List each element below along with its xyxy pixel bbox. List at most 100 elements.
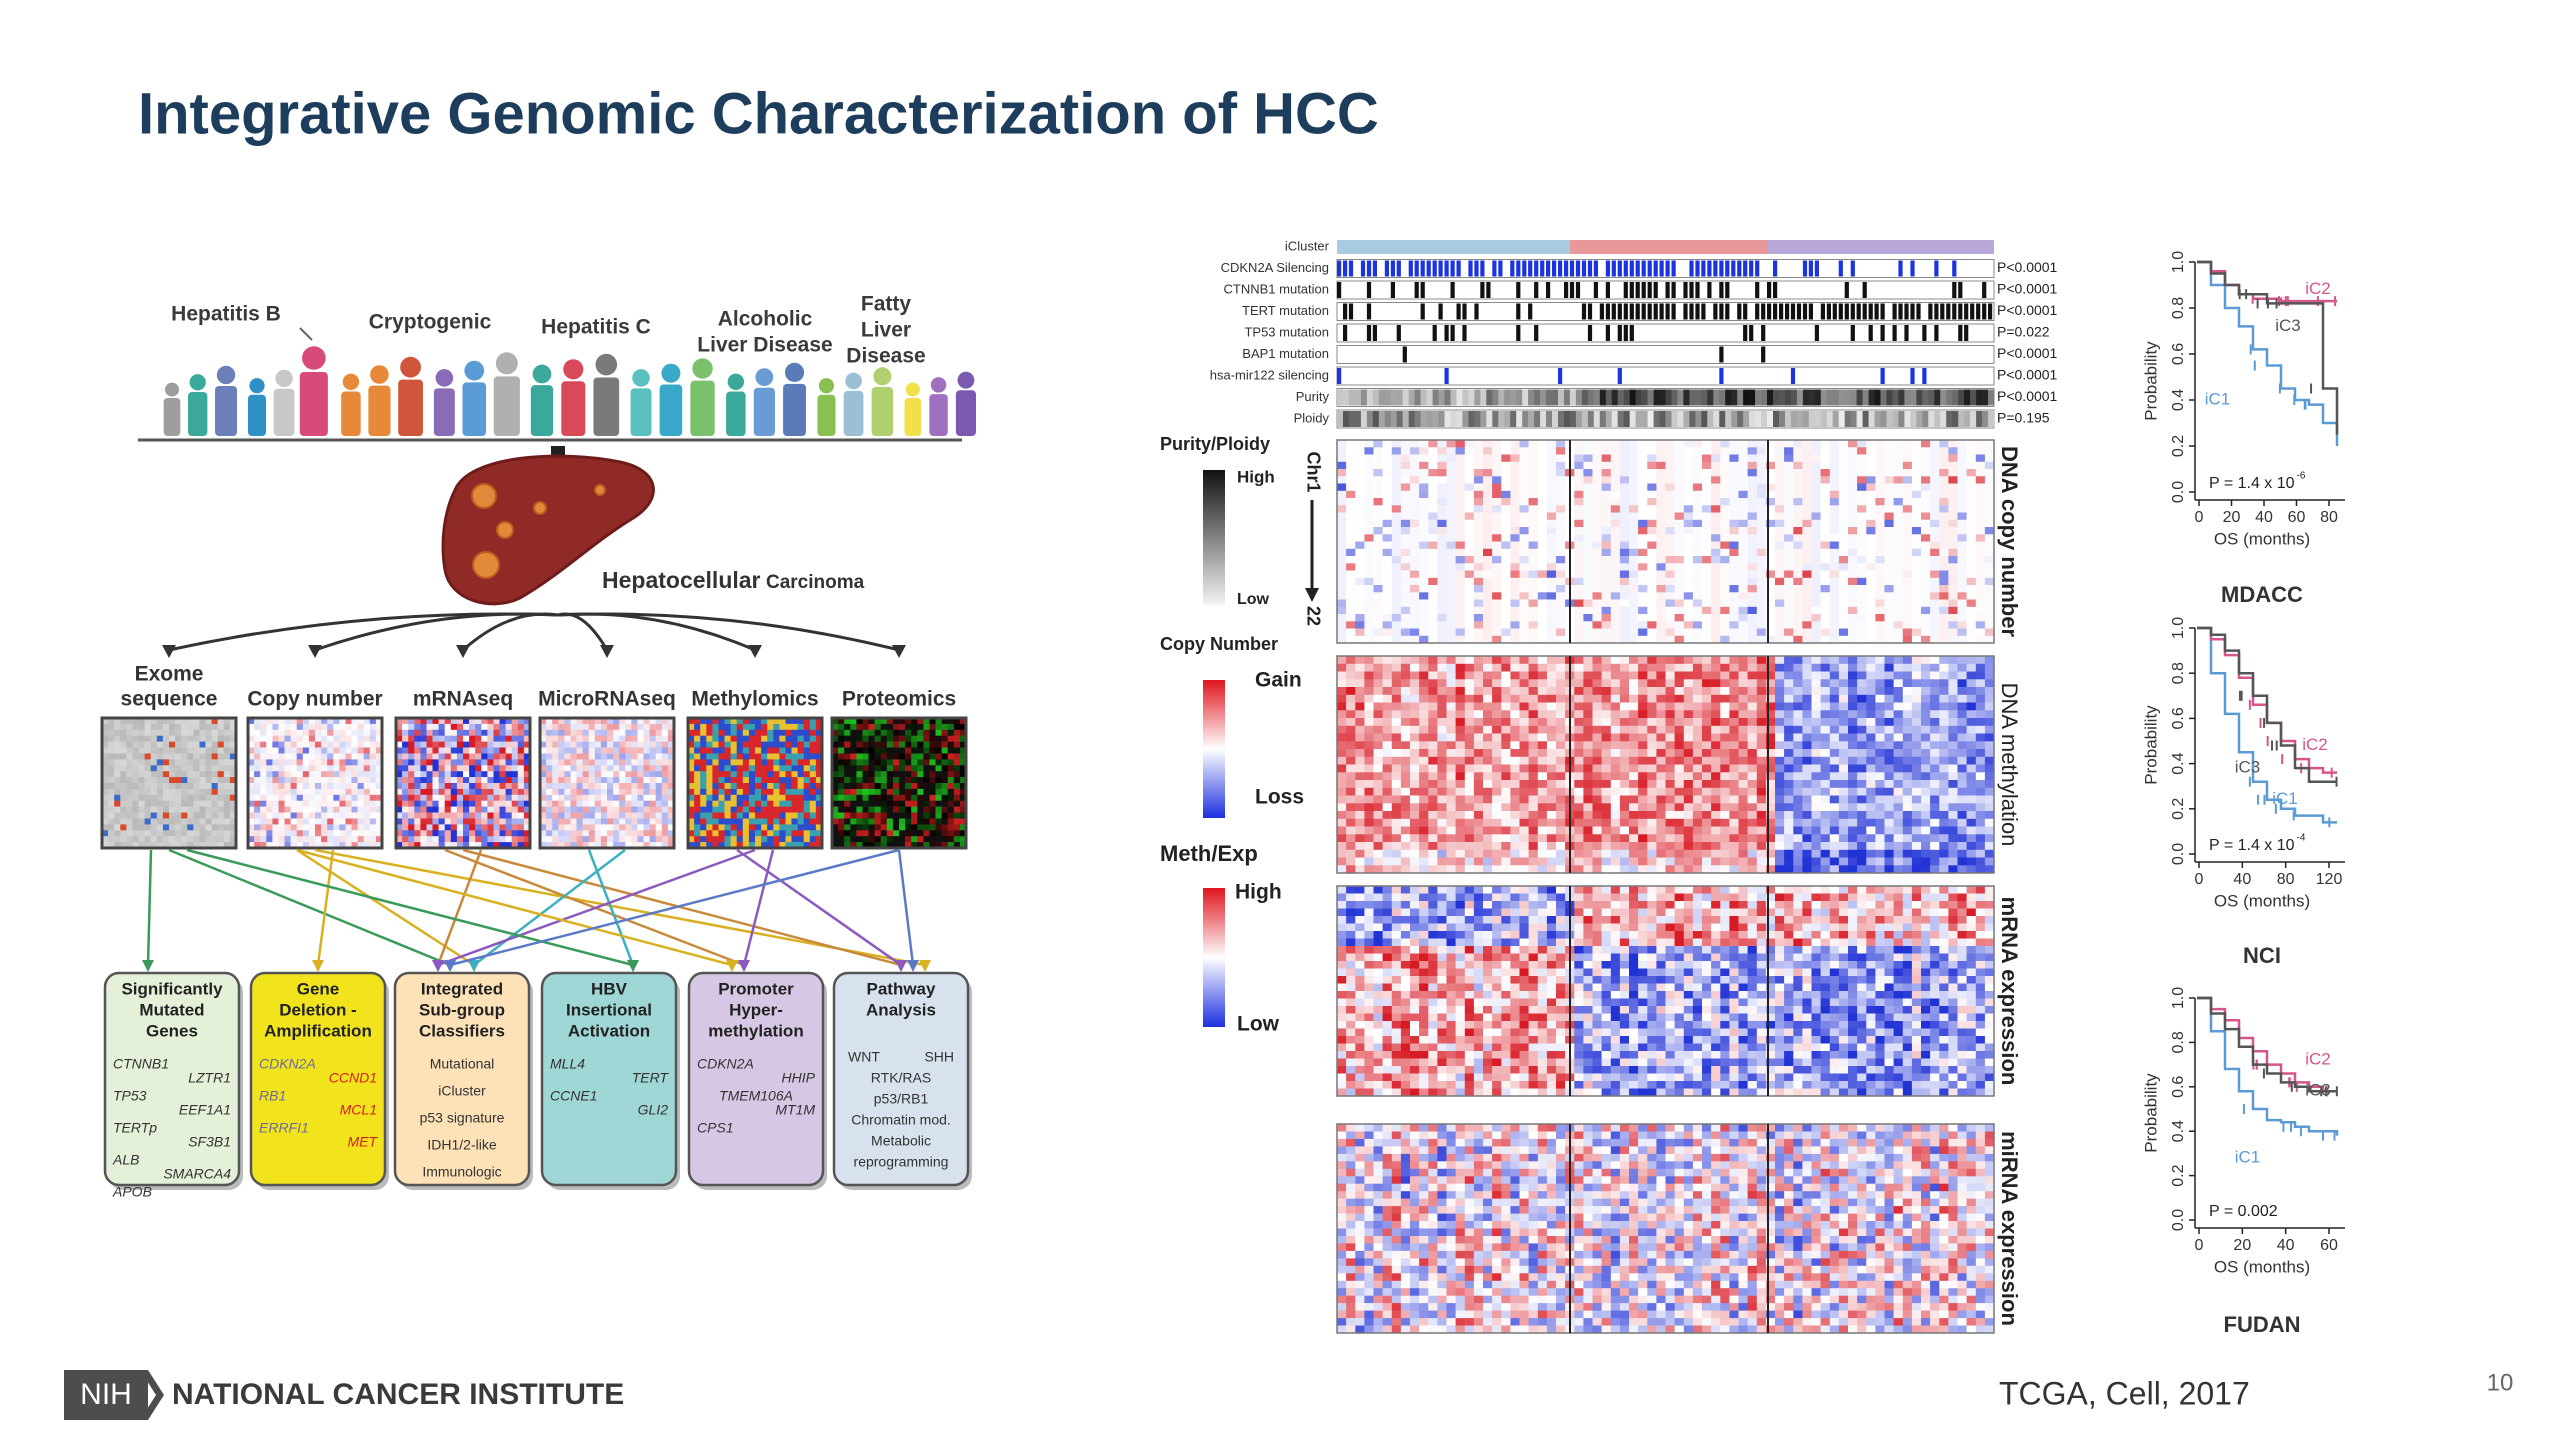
heatmap-cell: [1492, 483, 1502, 492]
heatmap-cell: [1473, 512, 1484, 521]
thumbnail-cell: [144, 741, 151, 748]
thumbnail-cell: [582, 777, 589, 784]
heatmap-cell: [1692, 541, 1703, 550]
heatmap-cell: [1337, 490, 1347, 499]
thumbnail-cell: [718, 800, 725, 807]
thumbnail-cell: [700, 765, 707, 772]
heatmap-cell: [1346, 490, 1356, 499]
heatmap-cell: [1866, 505, 1876, 513]
heatmap-cell: [1857, 440, 1867, 448]
thumbnail-cell: [911, 741, 918, 748]
track-pvalue: P=0.022: [1997, 324, 2050, 340]
heatmap-cell: [1665, 505, 1675, 513]
thumbnail-cell: [588, 842, 596, 849]
thumbnail-cell: [272, 824, 279, 831]
thumbnail-cell: [667, 818, 675, 825]
thumbnail-cell: [162, 788, 170, 796]
thumbnail-cell: [844, 794, 851, 801]
thumbnail-cell: [511, 753, 519, 760]
thumbnail-cell: [767, 806, 774, 813]
track-cell: [1599, 303, 1604, 320]
thumbnail-cell: [144, 800, 151, 807]
thumbnail-cell: [700, 735, 707, 742]
thumbnail-cell: [892, 800, 900, 807]
thumbnail-cell: [929, 735, 936, 742]
thumbnail-cell: [505, 806, 512, 813]
thumbnail-cell: [797, 800, 804, 807]
heatmap-cell: [1820, 483, 1831, 492]
thumbnail-cell: [126, 818, 133, 825]
thumbnail-cell: [862, 824, 869, 831]
thumbnail-cell: [108, 735, 115, 742]
heatmap-cell: [1875, 454, 1885, 463]
thumbnail-cell: [540, 759, 547, 766]
thumbnail-cell: [552, 812, 559, 819]
thumbnail-cell: [284, 806, 291, 813]
thumbnail-cell: [456, 723, 464, 731]
thumbnail-cell: [929, 830, 936, 837]
thumbnail-cell: [761, 788, 768, 796]
heatmap-cell: [1984, 519, 1995, 528]
thumbnail-cell: [706, 788, 713, 796]
thumbnail-cell: [868, 777, 875, 784]
thumbnail-cell: [523, 806, 531, 813]
thumbnail-cell: [205, 812, 212, 819]
thumbnail-cell: [223, 723, 231, 731]
heatmap-cell: [1911, 534, 1922, 542]
heatmap-cell: [1391, 454, 1402, 463]
thumbnail-cell: [730, 830, 737, 837]
thumbnail-cell: [588, 794, 596, 801]
heatmap-cell: [1720, 556, 1730, 564]
thumbnail-cell: [345, 735, 352, 742]
heatmap-cell: [1410, 512, 1420, 521]
thumbnail-cell: [661, 806, 669, 813]
thumbnail-cell: [315, 794, 322, 801]
heatmap-cell: [1775, 534, 1785, 542]
thumbnail-cell: [487, 788, 494, 796]
track-cell: [1719, 282, 1724, 298]
heatmap-cell: [1391, 556, 1402, 564]
heatmap-cell: [1583, 548, 1593, 557]
heatmap-cell: [1483, 469, 1493, 477]
thumbnail-cell: [649, 729, 656, 736]
thumbnail-cell: [613, 747, 620, 754]
heatmap-cell: [1601, 476, 1612, 484]
thumbnail-cell: [730, 747, 737, 754]
thumbnail-cell: [254, 830, 261, 837]
heatmap-cell: [1473, 447, 1484, 455]
person-body: [593, 377, 620, 436]
thumbnail-cell: [917, 783, 924, 790]
track-cell: [1623, 325, 1628, 341]
thumbnail-cell: [613, 723, 620, 731]
thumbnail-cell: [803, 783, 811, 790]
finding-title: Classifiers: [419, 1021, 505, 1040]
thumbnail-cell: [345, 723, 352, 731]
track-cell: [1665, 282, 1670, 298]
person-head: [164, 382, 180, 397]
thumbnail-cell: [809, 765, 817, 772]
thumbnail-cell: [517, 771, 525, 778]
thumbnail-cell: [718, 729, 725, 736]
thumbnail-cell: [426, 818, 433, 825]
thumbnail-cell: [114, 783, 121, 790]
heatmap-cell: [1610, 469, 1621, 477]
heatmap-cell: [1930, 527, 1940, 535]
thumbnail-cell: [284, 759, 291, 766]
thumbnail-cell: [308, 718, 316, 725]
thumbnail-cell: [438, 729, 445, 736]
thumbnail-cell: [321, 788, 328, 796]
track-cell: [1587, 303, 1593, 320]
heatmap-cell: [1464, 570, 1475, 579]
track-cell: [1564, 411, 1571, 427]
thumbnail-cell: [600, 723, 608, 731]
thumbnail-cell: [396, 735, 403, 742]
thumbnail-cell: [785, 806, 792, 813]
thumbnail-cell: [187, 794, 194, 801]
thumbnail-cell: [637, 830, 644, 837]
thumbnail-cell: [138, 718, 145, 725]
thumbnail-cell: [315, 741, 322, 748]
finding-title: Amplification: [264, 1021, 372, 1040]
thumbnail-cell: [327, 812, 334, 819]
thumbnail-cell: [144, 729, 151, 736]
thumbnail-cell: [290, 771, 297, 778]
